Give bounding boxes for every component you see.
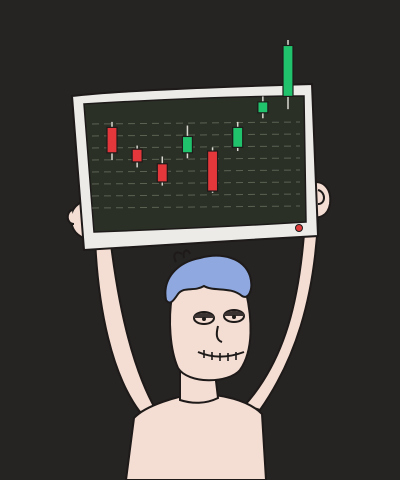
grid-line <box>91 133 301 137</box>
face <box>169 284 252 382</box>
candle-body-up <box>181 135 194 154</box>
nose <box>215 325 223 343</box>
head <box>164 249 253 382</box>
fingers <box>66 189 325 225</box>
monitor-screen <box>83 95 307 233</box>
candle-body-down <box>206 150 219 192</box>
right-arm <box>243 219 320 412</box>
left-eye <box>193 311 215 325</box>
grid-line <box>91 157 301 161</box>
candle-body-down <box>106 126 118 154</box>
monitor <box>70 40 320 252</box>
power-led <box>295 224 303 232</box>
hair-tuft <box>173 249 191 263</box>
candle-body-down <box>131 148 143 163</box>
candle-body-up <box>257 101 269 114</box>
chart-candles <box>106 40 294 193</box>
candle-body-up <box>232 126 244 148</box>
candle-body-down <box>156 163 168 183</box>
grid-line <box>91 121 301 125</box>
mouth <box>197 350 245 361</box>
grid-line <box>91 145 301 149</box>
chart-grid <box>91 121 301 209</box>
hair <box>164 254 253 304</box>
grid-line <box>91 181 301 185</box>
right-eye <box>223 309 245 323</box>
grid-line <box>91 205 301 209</box>
grid-line <box>91 193 301 197</box>
candle-body-up <box>282 44 294 98</box>
grid-line <box>91 169 301 173</box>
